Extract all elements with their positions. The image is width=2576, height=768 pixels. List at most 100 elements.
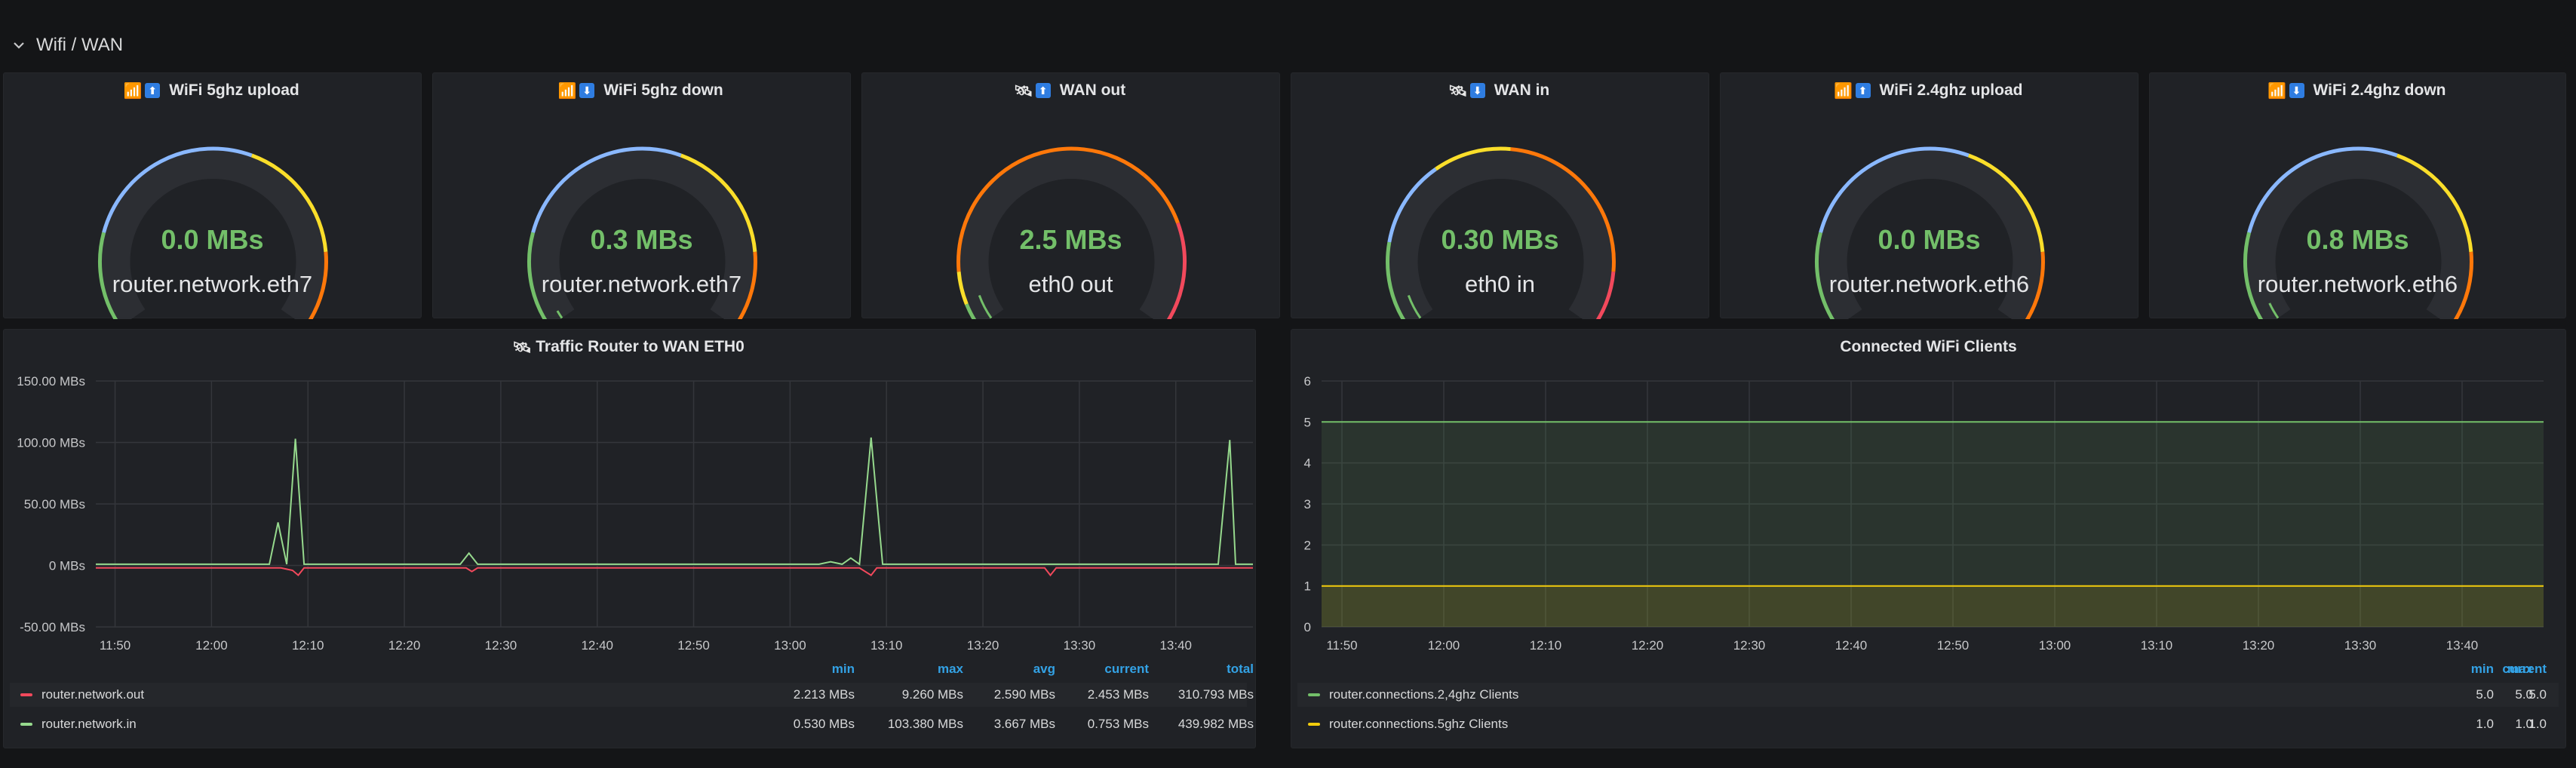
- gauge-icons: 📶 ⬆: [1834, 83, 1871, 100]
- download-arrow-icon: ⬇: [579, 83, 595, 98]
- gauge-title: WiFi 5ghz down: [603, 81, 723, 99]
- gauge-threshold-band: [98, 232, 118, 319]
- legend-row[interactable]: router.connections.5ghz Clients 1.0 1.0 1.0: [1297, 712, 2559, 736]
- gauge-value: 2.5 MBs: [1019, 224, 1122, 255]
- legend-header[interactable]: max: [2507, 662, 2533, 676]
- legend-value: 5.0: [2528, 687, 2547, 702]
- gauge-panel[interactable]: 📶 ⬆ WiFi 5ghz upload 0.0 MBs router.network.…: [3, 72, 422, 319]
- gauge-panel-header[interactable]: 📶 ⬇ WiFi 5ghz down: [433, 79, 850, 102]
- gauge-panel-header[interactable]: 📶 ⬆ WiFi 2.4ghz upload: [1721, 79, 2138, 102]
- gauge-title: WAN out: [1059, 81, 1126, 99]
- gauge-label: router.network.eth7: [541, 271, 742, 297]
- legend-series-name[interactable]: router.connections.5ghz Clients: [1329, 717, 1509, 731]
- download-arrow-icon: ⬇: [2289, 83, 2304, 98]
- gauge-threshold-band: [1386, 241, 1406, 319]
- x-tick-label: 13:40: [2446, 638, 2479, 653]
- y-tick-label: 0: [1304, 620, 1311, 634]
- traffic-graph[interactable]: 150.00 MBs 100.00 MBs 50.00 MBs 0 MBs -50.00…: [4, 330, 1257, 749]
- gauge-dial: [956, 146, 1187, 319]
- gauge-dial: [1815, 146, 2045, 319]
- x-tick-label: 12:10: [292, 638, 324, 653]
- gauge-panel[interactable]: 📶 ⬆ WiFi 2.4ghz upload 0.0 MBs router.networ…: [1720, 72, 2138, 319]
- traffic-panel-header[interactable]: 🛰 Traffic Router to WAN ETH0: [4, 336, 1255, 358]
- legend-value: 2.453 MBs: [1087, 687, 1149, 702]
- x-tick-label: 13:20: [2243, 638, 2275, 653]
- legend-header[interactable]: max: [937, 662, 963, 676]
- legend-row[interactable]: router.network.in 0.530 MBs 103.380 MBs 3.6…: [10, 712, 1254, 736]
- legend-header[interactable]: current: [2502, 662, 2547, 676]
- gauge-panel-header[interactable]: 📶 ⬆ WiFi 5ghz upload: [4, 79, 421, 102]
- gauge-dial: [527, 146, 757, 319]
- legend-header[interactable]: min: [2470, 662, 2494, 676]
- clients-panel-header[interactable]: Connected WiFi Clients: [1291, 336, 2565, 358]
- gauge-dial: [1386, 146, 1616, 319]
- gauge-panel-header[interactable]: 🛰 ⬆ WAN out: [862, 79, 1279, 102]
- traffic-panel[interactable]: 🛰 Traffic Router to WAN ETH0 150.00 MBs 1…: [3, 329, 1256, 748]
- upload-arrow-icon: ⬆: [145, 83, 161, 98]
- gauge-value: 0.30 MBs: [1441, 224, 1559, 255]
- gauge-threshold-band: [1435, 146, 1511, 171]
- legend-value: 5.0: [2515, 687, 2533, 702]
- row-header[interactable]: Wifi / WAN: [0, 23, 2576, 68]
- gauge-threshold-band: [956, 146, 1146, 272]
- gauge-threshold-band: [956, 271, 969, 306]
- legend-header[interactable]: min: [831, 662, 855, 676]
- legend-row[interactable]: router.network.out 2.213 MBs 9.260 MBs 2.59…: [10, 683, 1254, 707]
- chart-icon: 📶: [123, 82, 143, 100]
- legend-row[interactable]: router.connections.2,4ghz Clients 5.0 5.0 5…: [1297, 683, 2559, 707]
- y-tick-label: 150.00 MBs: [17, 374, 85, 389]
- x-tick-label: 12:00: [1428, 638, 1460, 653]
- x-tick-label: 12:10: [1530, 638, 1562, 653]
- gauge-value: 0.3 MBs: [590, 224, 693, 255]
- y-tick-label: 0 MBs: [49, 559, 85, 573]
- legend-value: 2.213 MBs: [793, 687, 855, 702]
- gauge-threshold-band: [2247, 146, 2398, 233]
- legend-header[interactable]: total: [1227, 662, 1254, 676]
- gauge-label: router.network.eth7: [112, 271, 313, 297]
- legend-series-name[interactable]: router.network.in: [41, 717, 137, 731]
- gauge-threshold-band: [680, 153, 757, 253]
- legend-value: 1.0: [2515, 717, 2533, 731]
- x-tick-label: 13:10: [2141, 638, 2173, 653]
- x-tick-label: 13:00: [774, 638, 806, 653]
- legend-header[interactable]: avg: [1033, 662, 1055, 676]
- gauge-threshold-band: [2396, 153, 2473, 253]
- gauge-panel[interactable]: 📶 ⬇ WiFi 2.4ghz down 0.8 MBs router.network.…: [2149, 72, 2566, 319]
- legend-series-name[interactable]: router.connections.2,4ghz Clients: [1329, 687, 1519, 702]
- legend-value: 5.0: [2476, 687, 2494, 702]
- gauge-label: eth0 out: [1028, 271, 1113, 297]
- upload-arrow-icon: ⬆: [1855, 83, 1871, 98]
- chart-icon: 📶: [2267, 82, 2286, 100]
- gauge-panel[interactable]: 🛰 ⬇ WAN in 0.30 MBs eth0 in: [1291, 72, 1709, 319]
- x-tick-label: 12:40: [581, 638, 613, 653]
- satellite-icon: 🛰: [1448, 82, 1468, 100]
- gauge-panel-header[interactable]: 🛰 ⬇ WAN in: [1291, 79, 1709, 102]
- gauge-threshold-band: [737, 251, 757, 319]
- clients-graph[interactable]: 6 5 4 3 2 1 0 11:50 12:00 12:10 12:20 12:30 12:40 12:…: [1291, 330, 2567, 749]
- y-tick-label: 2: [1304, 538, 1311, 552]
- gauge-label: eth0 in: [1464, 271, 1536, 297]
- clients-panel[interactable]: Connected WiFi Clients 6 5 4 3 2 1 0 11:50 12:00…: [1291, 329, 2566, 748]
- x-tick-label: 13:30: [2344, 638, 2377, 653]
- x-tick-label: 11:50: [100, 638, 130, 653]
- x-tick-label: 13:10: [870, 638, 903, 653]
- gauge-panel[interactable]: 📶 ⬇ WiFi 5ghz down 0.3 MBs router.network.et…: [432, 72, 851, 319]
- gauge-panel[interactable]: 🛰 ⬆ WAN out 2.5 MBs eth0 out: [861, 72, 1280, 319]
- gauge-threshold-band: [1510, 147, 1616, 272]
- gauge-panel-header[interactable]: 📶 ⬇ WiFi 2.4ghz down: [2150, 79, 2565, 102]
- gauge-threshold-band: [102, 146, 253, 233]
- gauge-track: [958, 149, 1185, 319]
- gauge-threshold-band: [531, 146, 682, 233]
- satellite-icon: 🛰: [512, 339, 532, 356]
- gauge-threshold-band: [965, 303, 977, 319]
- legend-header[interactable]: current: [1104, 662, 1149, 676]
- gauge-icons: 🛰 ⬆: [1014, 82, 1051, 100]
- legend-swatch: [1308, 723, 1320, 726]
- chevron-down-icon[interactable]: [11, 37, 27, 54]
- legend-series-name[interactable]: router.network.out: [41, 687, 145, 702]
- y-tick-label: -50.00 MBs: [20, 620, 85, 634]
- legend-value: 9.260 MBs: [901, 687, 963, 702]
- gauge-threshold-band: [2453, 251, 2473, 319]
- satellite-icon: 🛰: [1014, 82, 1033, 100]
- y-tick-label: 100.00 MBs: [17, 436, 85, 450]
